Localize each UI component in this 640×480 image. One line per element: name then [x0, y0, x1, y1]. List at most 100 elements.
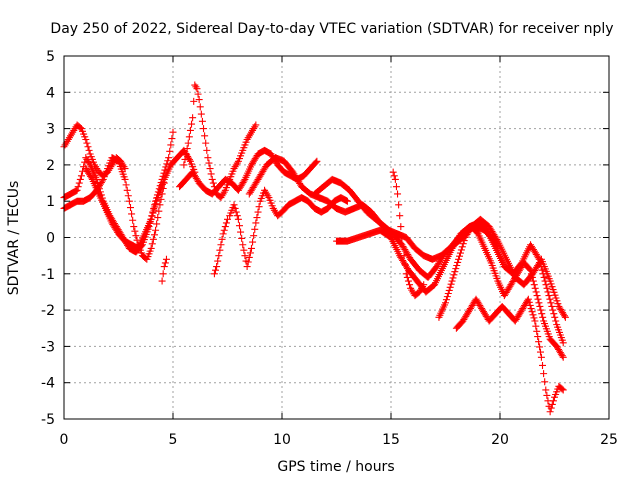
- data-point: [216, 246, 224, 254]
- y-tick-label: 1: [46, 194, 55, 210]
- data-point: [533, 292, 541, 300]
- data-point: [561, 313, 569, 321]
- data-point: [539, 270, 547, 278]
- data-point: [534, 295, 542, 303]
- data-point: [82, 135, 90, 143]
- data-point: [75, 179, 83, 187]
- data-point: [131, 227, 139, 235]
- data-point: [537, 353, 545, 361]
- data-point: [122, 181, 130, 189]
- series-track-15: [452, 295, 567, 416]
- data-point: [558, 385, 566, 393]
- data-point: [447, 280, 455, 288]
- data-point: [214, 257, 222, 265]
- data-point: [190, 97, 198, 105]
- data-point: [231, 204, 239, 212]
- data-point: [165, 154, 173, 162]
- data-point: [530, 314, 538, 322]
- data-point: [149, 235, 157, 243]
- data-point: [450, 271, 458, 279]
- data-point: [251, 225, 259, 233]
- data-point: [529, 277, 537, 285]
- data-point: [551, 313, 559, 321]
- data-point: [213, 263, 221, 271]
- data-point: [536, 302, 544, 310]
- data-point: [532, 288, 540, 296]
- data-point: [532, 322, 540, 330]
- data-point: [188, 120, 196, 128]
- data-point: [536, 259, 544, 267]
- data-point: [249, 238, 257, 246]
- data-point: [539, 361, 547, 369]
- data-point: [524, 295, 532, 303]
- data-point: [559, 386, 567, 394]
- data-point: [392, 183, 400, 191]
- series-track-9: [226, 186, 351, 271]
- data-point: [238, 234, 246, 242]
- series-track-5: [158, 255, 170, 285]
- data-point: [194, 90, 202, 98]
- data-point: [233, 212, 241, 220]
- data-point: [219, 230, 227, 238]
- data-point: [530, 281, 538, 289]
- data-point: [232, 208, 240, 216]
- data-point: [528, 273, 536, 281]
- data-point: [536, 343, 544, 351]
- data-point: [560, 312, 568, 320]
- data-point: [189, 114, 197, 122]
- data-point: [444, 290, 452, 298]
- data-point: [403, 273, 411, 281]
- data-point: [543, 284, 551, 292]
- data-point: [545, 292, 553, 300]
- data-point: [534, 333, 542, 341]
- data-point: [528, 308, 536, 316]
- data-point: [404, 277, 412, 285]
- data-point: [153, 220, 161, 228]
- data-point: [456, 249, 464, 257]
- y-tick-label: -3: [41, 339, 55, 355]
- data-point: [445, 286, 453, 294]
- data-point: [87, 174, 95, 182]
- series-track-12: [333, 219, 567, 347]
- data-point: [535, 255, 543, 263]
- data-point: [534, 254, 542, 262]
- series-track-4: [82, 146, 199, 252]
- data-point: [540, 370, 548, 378]
- data-point: [218, 235, 226, 243]
- x-tick-label: 15: [382, 432, 400, 448]
- data-point: [129, 216, 137, 224]
- x-tick-label: 25: [600, 432, 618, 448]
- data-point: [147, 215, 155, 223]
- data-point: [243, 263, 251, 271]
- data-point: [549, 306, 557, 314]
- data-point: [454, 258, 462, 266]
- data-point: [559, 339, 567, 347]
- data-point: [83, 139, 91, 147]
- data-point: [455, 255, 463, 263]
- data-point: [169, 128, 177, 136]
- data-point: [74, 183, 82, 191]
- data-point: [204, 154, 212, 162]
- data-point: [245, 253, 253, 261]
- data-marks: [60, 81, 569, 416]
- data-point: [241, 252, 249, 260]
- data-point: [132, 232, 140, 240]
- data-point: [395, 201, 403, 209]
- x-tick-label: 5: [169, 432, 178, 448]
- y-tick-label: -4: [41, 376, 55, 392]
- data-point: [126, 204, 134, 212]
- data-point: [540, 273, 548, 281]
- x-axis-label: GPS time / hours: [277, 459, 394, 475]
- data-point: [525, 298, 533, 306]
- data-point: [451, 268, 459, 276]
- data-point: [85, 146, 93, 154]
- data-point: [152, 200, 160, 208]
- chart-title: Day 250 of 2022, Sidereal Day-to-day VTE…: [50, 21, 613, 37]
- data-point: [526, 265, 534, 273]
- data-point: [547, 404, 555, 412]
- data-point: [459, 240, 467, 248]
- data-point: [182, 150, 190, 158]
- x-tick-label: 10: [273, 432, 291, 448]
